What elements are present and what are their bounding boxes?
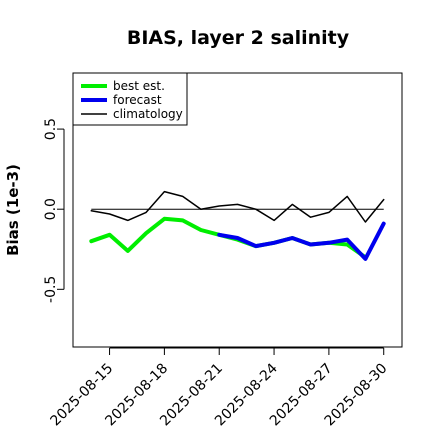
- legend-label: best est.: [113, 79, 165, 93]
- series-layer: [89, 190, 386, 261]
- y-axis-label: Bias (1e-3): [4, 164, 22, 256]
- axes-layer: -0.50.00.52025-08-152025-08-182025-08-21…: [43, 118, 391, 429]
- plot-frame: [72, 72, 403, 348]
- series-line-forecast: [217, 221, 386, 261]
- legend-label: forecast: [113, 93, 162, 107]
- y-tick-label: 0.0: [43, 198, 59, 220]
- series-line-climatology: [90, 190, 385, 223]
- y-tick-label: -0.5: [43, 276, 59, 303]
- y-tick-label: 0.5: [43, 118, 59, 140]
- chart-title: BIAS, layer 2 salinity: [127, 27, 350, 49]
- legend-label: climatology: [113, 107, 183, 121]
